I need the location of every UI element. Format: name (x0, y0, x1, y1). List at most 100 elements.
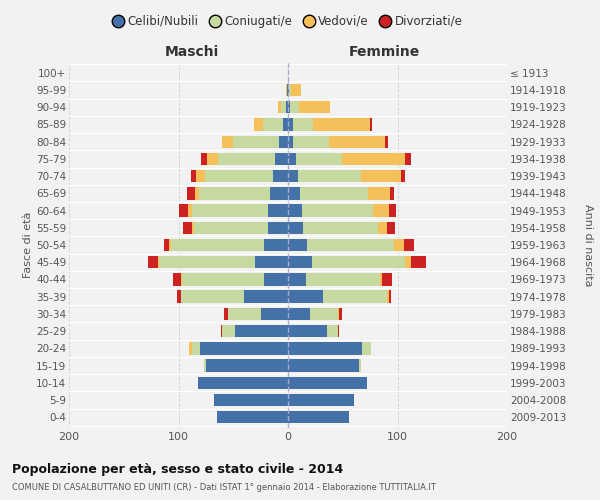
Bar (341, 152, 405, 165)
Bar (183, 222, 191, 234)
Bar (361, 170, 401, 182)
Bar (288, 308, 310, 320)
Y-axis label: Fasce di età: Fasce di età (23, 212, 33, 278)
Bar (181, 290, 244, 303)
Bar (288, 273, 305, 285)
Bar (293, 118, 313, 130)
Bar (223, 325, 235, 338)
Bar (300, 187, 368, 200)
Bar (202, 152, 207, 165)
Bar (283, 118, 288, 130)
Bar (271, 187, 288, 200)
Bar (312, 256, 405, 268)
Bar (288, 376, 367, 389)
Bar (389, 204, 397, 217)
Bar (359, 360, 361, 372)
Bar (310, 308, 338, 320)
Bar (164, 239, 169, 251)
Bar (290, 101, 299, 114)
Text: COMUNE DI CASALBUTTANO ED UNITI (CR) - Dati ISTAT 1° gennaio 2014 - Elaborazione: COMUNE DI CASALBUTTANO ED UNITI (CR) - D… (12, 484, 436, 492)
Bar (288, 187, 300, 200)
Bar (198, 376, 288, 389)
Bar (169, 239, 171, 251)
Bar (394, 239, 404, 251)
Bar (288, 411, 349, 424)
Bar (288, 360, 359, 372)
Bar (187, 187, 195, 200)
Bar (260, 308, 288, 320)
Bar (278, 101, 281, 114)
Bar (288, 239, 307, 251)
Bar (382, 273, 392, 285)
Bar (288, 84, 289, 96)
Bar (362, 342, 371, 354)
Bar (288, 170, 298, 182)
Bar (329, 136, 385, 148)
Bar (173, 273, 181, 285)
Bar (275, 152, 288, 165)
Bar (191, 170, 196, 182)
Bar (287, 84, 288, 96)
Bar (286, 84, 287, 96)
Bar (291, 84, 301, 96)
Bar (228, 308, 260, 320)
Bar (390, 187, 394, 200)
Bar (338, 325, 340, 338)
Bar (195, 187, 199, 200)
Text: Popolazione per età, sesso e stato civile - 2014: Popolazione per età, sesso e stato civil… (12, 462, 343, 475)
Bar (214, 394, 288, 406)
Bar (405, 256, 410, 268)
Bar (235, 325, 288, 338)
Bar (254, 118, 263, 130)
Bar (206, 360, 288, 372)
Bar (288, 222, 304, 234)
Bar (182, 273, 264, 285)
Bar (304, 222, 378, 234)
Bar (196, 170, 205, 182)
Bar (233, 136, 279, 148)
Bar (296, 152, 341, 165)
Bar (328, 325, 338, 338)
Bar (218, 152, 275, 165)
Bar (373, 204, 389, 217)
Bar (293, 136, 329, 148)
Bar (386, 290, 389, 303)
Bar (203, 360, 206, 372)
Bar (264, 239, 288, 251)
Bar (380, 273, 382, 285)
Bar (299, 101, 329, 114)
Bar (159, 256, 255, 268)
Bar (268, 222, 288, 234)
Bar (281, 101, 286, 114)
Bar (272, 170, 288, 182)
Bar (340, 308, 341, 320)
Bar (224, 308, 228, 320)
Bar (264, 273, 288, 285)
Bar (405, 152, 410, 165)
Text: Maschi: Maschi (164, 45, 219, 59)
Bar (307, 239, 394, 251)
Bar (217, 411, 288, 424)
Bar (178, 290, 181, 303)
Bar (255, 256, 288, 268)
Bar (288, 342, 362, 354)
Legend: Celibi/Nubili, Coniugati/e, Vedovi/e, Divorziati/e: Celibi/Nubili, Coniugati/e, Vedovi/e, Di… (109, 10, 467, 32)
Bar (200, 342, 288, 354)
Bar (207, 152, 218, 165)
Bar (181, 273, 182, 285)
Bar (288, 152, 296, 165)
Bar (279, 136, 288, 148)
Bar (338, 308, 340, 320)
Bar (191, 342, 200, 354)
Bar (190, 342, 191, 354)
Bar (191, 222, 194, 234)
Bar (288, 118, 293, 130)
Bar (199, 187, 271, 200)
Bar (410, 256, 426, 268)
Bar (288, 204, 302, 217)
Bar (370, 118, 373, 130)
Bar (205, 170, 272, 182)
Bar (386, 222, 395, 234)
Bar (302, 204, 373, 217)
Bar (188, 204, 191, 217)
